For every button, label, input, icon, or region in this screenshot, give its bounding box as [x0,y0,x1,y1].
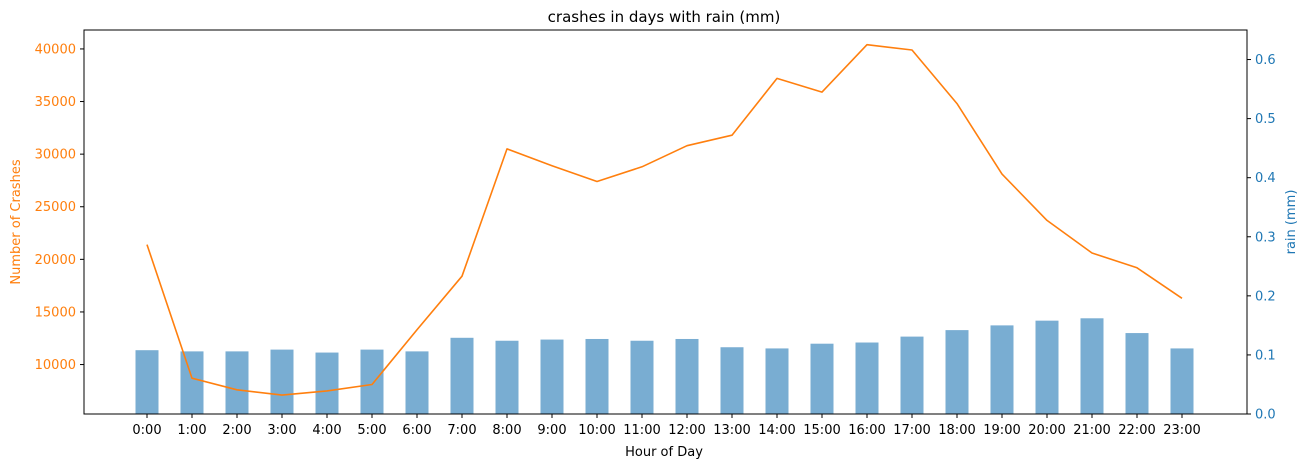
x-tick-label: 4:00 [312,423,341,438]
right-y-tick-label: 0.4 [1255,171,1276,186]
x-tick-label: 23:00 [1163,423,1200,438]
bar-7 [450,337,474,414]
bar-22 [1125,333,1149,414]
x-tick-label: 13:00 [713,423,750,438]
left-y-tick-label: 30000 [35,148,76,163]
left-y-tick-label: 10000 [35,358,76,373]
x-tick-label: 19:00 [983,423,1020,438]
line-series [146,43,1183,396]
right-y-tick-label: 0.1 [1255,348,1276,363]
bar-23 [1170,348,1194,414]
bar-12 [675,338,699,414]
x-tick-label: 11:00 [623,423,660,438]
right-y-tick-label: 0.2 [1255,289,1276,304]
bar-19 [990,325,1014,414]
x-tick-label: 15:00 [803,423,840,438]
x-tick-label: 9:00 [537,423,566,438]
x-tick-label: 12:00 [668,423,705,438]
bar-4 [315,352,339,414]
left-y-axis-label: Number of Crashes [9,159,24,284]
bar-11 [630,340,654,414]
chart-title: crashes in days with rain (mm) [548,8,781,26]
left-y-tick-label: 40000 [35,42,76,57]
bar-14 [765,348,789,414]
x-axis-label: Hour of Day [625,445,703,460]
crashes-line [146,43,1183,396]
x-tick-label: 16:00 [848,423,885,438]
x-tick-label: 21:00 [1073,423,1110,438]
x-tick-label: 3:00 [267,423,296,438]
x-tick-label: 17:00 [893,423,930,438]
x-tick-label: 7:00 [447,423,476,438]
bar-8 [495,340,519,414]
left-y-tick-label: 15000 [35,305,76,320]
right-y-tick-label: 0.3 [1255,230,1276,245]
bar-1 [180,351,204,414]
bar-10 [585,338,609,414]
x-tick-label: 2:00 [222,423,251,438]
left-y-axis: 10000 15000 20000 25000 30000 35000 40000 [35,42,84,373]
x-tick-label: 5:00 [357,423,386,438]
right-y-axis-label: rain (mm) [1284,190,1299,255]
x-tick-label: 18:00 [938,423,975,438]
x-tick-label: 6:00 [402,423,431,438]
bar-5 [360,349,384,414]
bar-6 [405,351,429,414]
x-tick-label: 22:00 [1118,423,1155,438]
x-tick-label: 1:00 [177,423,206,438]
x-axis: 0:00 1:00 2:00 3:00 4:00 5:00 6:00 7:00 8:00 9:00… [132,414,1201,438]
bar-20 [1035,320,1059,414]
bar-series [135,318,1194,414]
plot-frame [83,29,1248,415]
bar-9 [540,339,564,414]
bar-21 [1080,318,1104,414]
right-y-tick-label: 0.5 [1255,112,1276,127]
x-tick-label: 20:00 [1028,423,1065,438]
left-y-tick-label: 20000 [35,253,76,268]
bar-3 [270,349,294,414]
x-tick-label: 0:00 [132,423,161,438]
bar-18 [945,330,969,414]
bar-13 [720,347,744,414]
x-tick-label: 8:00 [492,423,521,438]
right-y-axis: 0.0 0.1 0.2 0.3 0.4 0.5 0.6 [1247,53,1276,423]
right-y-tick-label: 0.6 [1255,53,1276,68]
bar-15 [810,343,834,414]
left-y-tick-label: 25000 [35,200,76,215]
x-tick-label: 14:00 [758,423,795,438]
right-y-tick-label: 0.0 [1255,408,1276,423]
bar-0 [135,350,159,414]
x-tick-label: 10:00 [578,423,615,438]
bar-16 [855,342,879,414]
left-y-tick-label: 35000 [35,95,76,110]
bar-2 [225,351,249,414]
bar-17 [900,336,924,414]
